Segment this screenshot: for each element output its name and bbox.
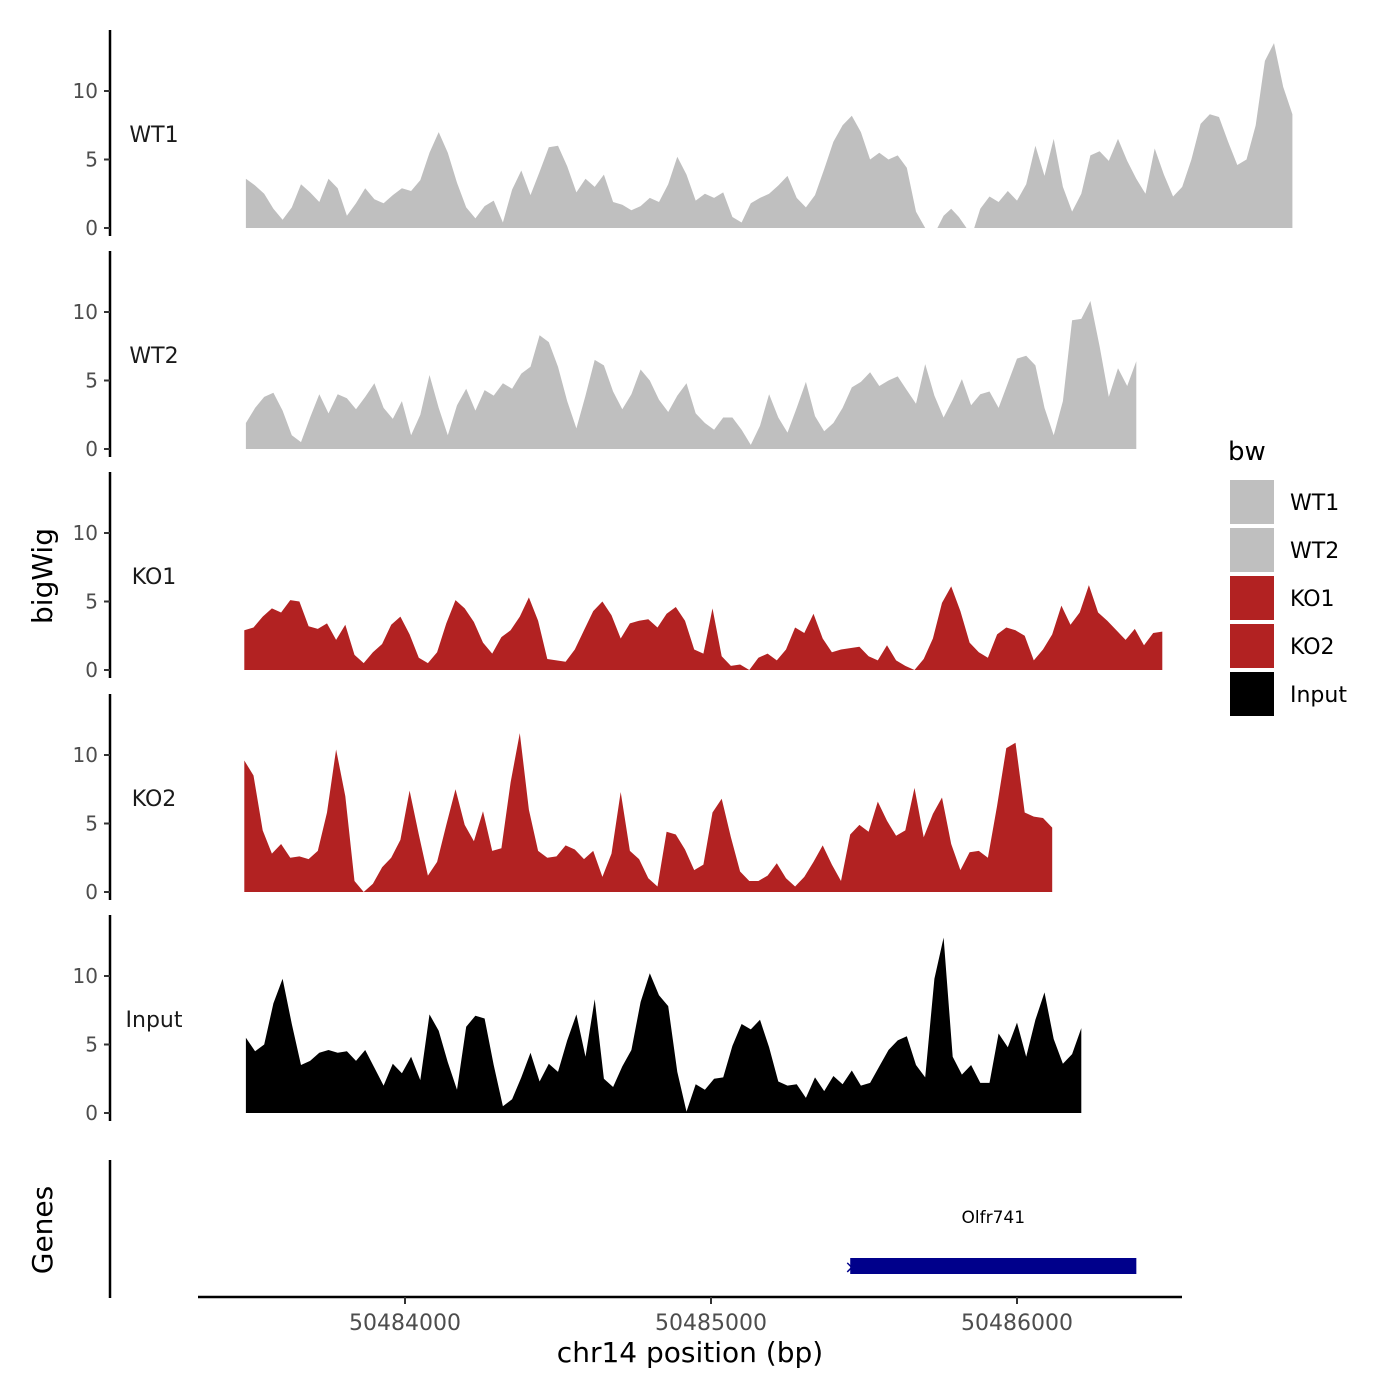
y-tick-label: 5: [85, 1033, 98, 1057]
legend-title: bw: [1228, 437, 1266, 467]
legend-label: WT2: [1290, 539, 1339, 564]
area-wt1: [245, 43, 1293, 228]
y-tick-label: 5: [85, 590, 98, 614]
x-tick-label: 50484000: [349, 1311, 461, 1336]
area-input: [245, 937, 1082, 1113]
genes-panel: × Olfr741: [108, 1160, 1137, 1298]
legend-swatch-ko1: [1230, 576, 1274, 620]
y-tick-label: 5: [85, 369, 98, 393]
legend-label: KO2: [1290, 635, 1335, 660]
x-axis-title: chr14 position (bp): [557, 1336, 823, 1369]
track-ko1: 0 5 10 KO1: [73, 472, 1163, 682]
y-axis-title-bigwig: bigWig: [26, 528, 59, 624]
y-axis-title-genes: Genes: [26, 1186, 59, 1274]
legend-label: KO1: [1290, 587, 1335, 612]
track-ko2: 0 5 10 KO2: [73, 694, 1053, 904]
track-label: Input: [126, 1008, 183, 1033]
track-input: 0 5 10 Input: [73, 915, 1082, 1125]
y-tick-label: 5: [85, 148, 98, 172]
y-tick-label: 10: [73, 521, 98, 545]
track-label: WT1: [129, 123, 178, 148]
track-wt1: 0 5 10 WT1: [73, 30, 1293, 240]
y-tick-label: 0: [85, 1101, 98, 1125]
gene-strand-marker: ×: [844, 1257, 859, 1278]
track-label: KO1: [132, 565, 177, 590]
y-tick-label: 0: [85, 658, 98, 682]
legend-label: WT1: [1290, 491, 1339, 516]
y-tick-label: 0: [85, 437, 98, 461]
area-ko1: [244, 585, 1163, 670]
track-label: WT2: [129, 344, 178, 369]
area-ko2: [244, 733, 1053, 892]
area-wt2: [245, 301, 1137, 449]
y-tick-label: 10: [73, 743, 98, 767]
track-wt2: 0 5 10 WT2: [73, 251, 1137, 461]
x-tick-label: 50485000: [655, 1311, 767, 1336]
legend-swatch-wt2: [1230, 528, 1274, 572]
y-tick-label: 0: [85, 880, 98, 904]
y-tick-label: 10: [73, 79, 98, 103]
legend-swatch-wt1: [1230, 480, 1274, 524]
y-tick-label: 5: [85, 812, 98, 836]
x-axis: 50484000 50485000 50486000: [198, 1295, 1182, 1336]
y-tick-label: 0: [85, 216, 98, 240]
y-tick-label: 10: [73, 300, 98, 324]
track-label: KO2: [132, 787, 177, 812]
y-tick-label: 10: [73, 964, 98, 988]
legend-swatch-input: [1230, 672, 1274, 716]
legend-label: Input: [1290, 683, 1347, 708]
gene-label: Olfr741: [962, 1208, 1026, 1228]
signal-tracks: 0 5 10 WT1 0 5 10 WT2 0 5 10 KO1 0 5 10 KO2 0 5 10 Input: [73, 30, 1293, 1125]
legend: bw WT1 WT2 KO1 KO2 Input: [1228, 437, 1347, 716]
x-tick-label: 50486000: [961, 1311, 1073, 1336]
gene-body: [850, 1258, 1137, 1274]
legend-swatch-ko2: [1230, 624, 1274, 668]
